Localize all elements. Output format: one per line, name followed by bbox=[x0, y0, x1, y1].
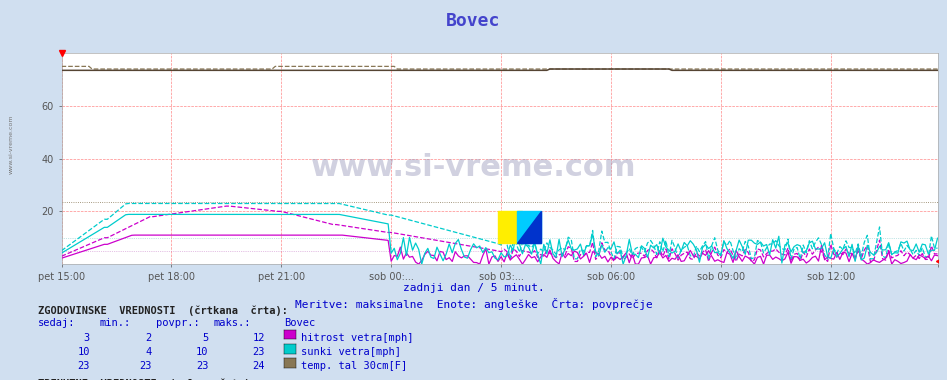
Text: maks.:: maks.: bbox=[213, 318, 251, 328]
Text: hitrost vetra[mph]: hitrost vetra[mph] bbox=[301, 332, 414, 343]
Text: www.si-vreme.com: www.si-vreme.com bbox=[311, 153, 636, 182]
Text: temp. tal 30cm[F]: temp. tal 30cm[F] bbox=[301, 361, 407, 372]
Text: www.si-vreme.com: www.si-vreme.com bbox=[9, 115, 14, 174]
Text: zadnji dan / 5 minut.: zadnji dan / 5 minut. bbox=[402, 283, 545, 293]
Text: 24: 24 bbox=[253, 361, 265, 372]
Text: ZGODOVINSKE  VREDNOSTI  (črtkana  črta):: ZGODOVINSKE VREDNOSTI (črtkana črta): bbox=[38, 306, 288, 317]
Text: 5: 5 bbox=[202, 332, 208, 343]
Text: povpr.:: povpr.: bbox=[156, 318, 200, 328]
Polygon shape bbox=[517, 211, 541, 243]
Text: 23: 23 bbox=[196, 361, 208, 372]
Text: TRENUTNE  VREDNOSTI  (polna  črta):: TRENUTNE VREDNOSTI (polna črta): bbox=[38, 379, 257, 380]
Text: 10: 10 bbox=[78, 347, 90, 357]
Text: Bovec: Bovec bbox=[446, 12, 501, 30]
Text: min.:: min.: bbox=[99, 318, 131, 328]
Text: 4: 4 bbox=[145, 347, 152, 357]
Text: 23: 23 bbox=[253, 347, 265, 357]
Text: 3: 3 bbox=[83, 332, 90, 343]
Text: Meritve: maksimalne  Enote: angleške  Črta: povprečje: Meritve: maksimalne Enote: angleške Črta… bbox=[295, 298, 652, 310]
Text: sunki vetra[mph]: sunki vetra[mph] bbox=[301, 347, 402, 357]
Text: 23: 23 bbox=[78, 361, 90, 372]
Text: 12: 12 bbox=[253, 332, 265, 343]
Text: Bovec: Bovec bbox=[284, 318, 315, 328]
Text: 10: 10 bbox=[196, 347, 208, 357]
Text: 2: 2 bbox=[145, 332, 152, 343]
Text: sedaj:: sedaj: bbox=[38, 318, 76, 328]
Text: 23: 23 bbox=[139, 361, 152, 372]
